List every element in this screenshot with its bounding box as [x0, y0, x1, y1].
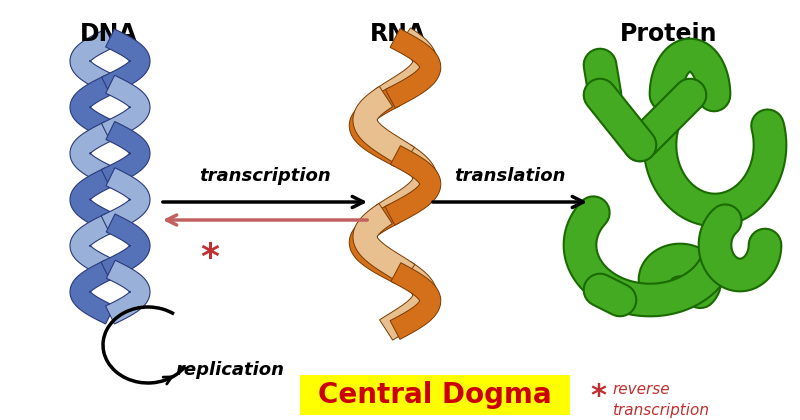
Polygon shape — [102, 75, 150, 141]
Text: Protein: Protein — [620, 22, 718, 46]
Polygon shape — [70, 75, 118, 141]
Polygon shape — [70, 260, 114, 324]
Polygon shape — [390, 263, 441, 339]
Text: *: * — [201, 241, 219, 275]
Text: RNA: RNA — [370, 22, 426, 46]
Polygon shape — [106, 260, 150, 324]
Text: Central Dogma: Central Dogma — [318, 381, 552, 409]
Text: DNA: DNA — [80, 22, 138, 46]
Polygon shape — [350, 204, 406, 284]
Polygon shape — [353, 203, 415, 284]
FancyBboxPatch shape — [300, 375, 570, 415]
Polygon shape — [376, 28, 437, 109]
Text: replication: replication — [175, 361, 284, 379]
Polygon shape — [70, 214, 119, 280]
Polygon shape — [386, 29, 441, 108]
Polygon shape — [102, 121, 150, 188]
Polygon shape — [385, 146, 441, 225]
Text: translation: translation — [454, 167, 566, 185]
Polygon shape — [101, 214, 150, 280]
Polygon shape — [70, 168, 119, 234]
Polygon shape — [70, 29, 118, 95]
Text: *: * — [590, 382, 606, 411]
Polygon shape — [102, 29, 150, 95]
Polygon shape — [353, 87, 414, 168]
Polygon shape — [70, 121, 118, 188]
Polygon shape — [379, 262, 437, 340]
Text: transcription: transcription — [199, 167, 331, 185]
Polygon shape — [101, 168, 150, 234]
Polygon shape — [375, 145, 437, 226]
Text: reverse
transcription: reverse transcription — [612, 382, 709, 418]
Polygon shape — [350, 87, 405, 167]
